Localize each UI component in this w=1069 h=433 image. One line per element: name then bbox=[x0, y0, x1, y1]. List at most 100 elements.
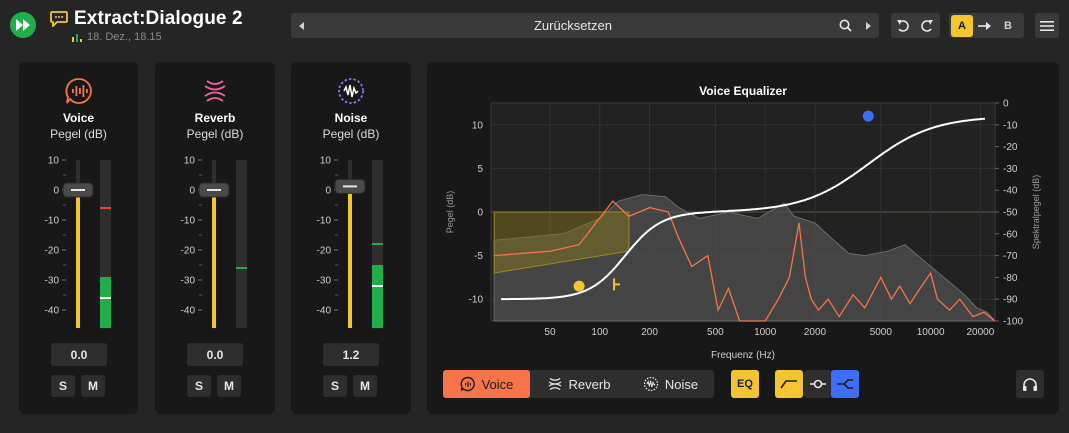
eq-y-right-tick: -60 bbox=[1003, 229, 1018, 240]
fader-fill bbox=[348, 186, 352, 328]
fader-fill bbox=[212, 190, 216, 328]
meter-scale-label: 0 bbox=[53, 186, 59, 197]
eq-y-right-tick: -100 bbox=[1003, 317, 1023, 328]
reverb-level-value[interactable]: 0.0 bbox=[187, 343, 243, 366]
next-preset-button[interactable] bbox=[857, 13, 879, 38]
triangle-right-icon bbox=[866, 21, 871, 30]
ab-b-button[interactable]: B bbox=[1004, 19, 1012, 32]
eq-y-left-tick: -5 bbox=[474, 251, 483, 262]
eq-x-tick: 500 bbox=[707, 327, 724, 338]
channel-unit: Pegel (dB) bbox=[322, 127, 380, 141]
redo-button[interactable] bbox=[915, 13, 939, 38]
reverb-solo-button[interactable]: S bbox=[187, 375, 211, 397]
tab-voice[interactable]: Voice bbox=[443, 370, 530, 398]
eq-title: Voice Equalizer bbox=[699, 84, 787, 98]
low-cut-filter-button[interactable] bbox=[775, 370, 803, 398]
voice-icon bbox=[64, 78, 92, 104]
meter-track bbox=[236, 160, 247, 328]
eq-y-right-tick: -80 bbox=[1003, 273, 1018, 284]
meter-scale-label: -10 bbox=[317, 216, 332, 227]
level-bars-icon bbox=[72, 33, 82, 42]
tab-reverb[interactable]: Reverb bbox=[530, 370, 627, 398]
eq-x-tick: 50 bbox=[544, 327, 556, 338]
meter-rms-marker bbox=[100, 297, 111, 299]
noise-level-value[interactable]: 1.2 bbox=[323, 343, 379, 366]
reverb-icon bbox=[204, 80, 226, 102]
eq-y-right-tick: -20 bbox=[1003, 142, 1018, 153]
copy-a-to-b-button[interactable] bbox=[973, 13, 997, 38]
play-button[interactable] bbox=[10, 12, 36, 38]
low-cut-icon bbox=[780, 380, 797, 389]
eq-x-tick: 5000 bbox=[870, 327, 893, 338]
eq-x-label: Frequenz (Hz) bbox=[711, 350, 775, 361]
eq-toggle-button[interactable]: EQ bbox=[731, 370, 759, 398]
eq-y-left-label: Pegel (dB) bbox=[445, 191, 455, 234]
ab-a-button[interactable]: A bbox=[951, 14, 973, 37]
tab-noise[interactable]: Noise bbox=[627, 370, 714, 398]
eq-y-right-tick: -70 bbox=[1003, 251, 1018, 262]
eq-low-cut-handle[interactable] bbox=[573, 280, 585, 292]
eq-x-tick: 200 bbox=[641, 327, 658, 338]
meter-scale-label: -30 bbox=[317, 276, 332, 287]
noise-icon bbox=[338, 78, 364, 104]
meter-scale-label: 10 bbox=[48, 156, 60, 167]
meter-scale-label: 10 bbox=[320, 156, 332, 167]
meter-track bbox=[100, 160, 111, 328]
undo-redo-group bbox=[891, 13, 940, 38]
eq-x-tick: 2000 bbox=[804, 327, 827, 338]
voice-equalizer-panel: Voice Equalizer 10 5 0 -5 -10 0 -10 -20 -30 -40 -5… bbox=[427, 62, 1059, 414]
eq-y-right-label: Spektralpegel (dB) bbox=[1031, 175, 1041, 250]
reverb-mute-button[interactable]: M bbox=[217, 375, 241, 397]
eq-y-left-tick: 0 bbox=[477, 208, 483, 219]
document-title-block: Extract:Dialogue 2 18. Dez., 18.15 bbox=[50, 8, 243, 43]
meter-level-fill bbox=[100, 277, 111, 328]
noise-mute-button[interactable]: M bbox=[353, 375, 377, 397]
eq-graph[interactable]: Voice Equalizer 1050-5-100-10-20-30-40-5… bbox=[427, 62, 1059, 362]
speech-bubble-icon bbox=[50, 11, 68, 27]
meter-scale-label: -10 bbox=[45, 216, 60, 227]
eq-y-left-tick: 10 bbox=[472, 120, 484, 131]
noise-solo-button[interactable]: S bbox=[323, 375, 347, 397]
eq-y-left-tick: -10 bbox=[469, 295, 484, 306]
reverb-icon bbox=[548, 377, 561, 391]
meter-scale-label: -20 bbox=[317, 246, 332, 257]
reverb-level-meter[interactable]: 10 0 -10 -20 -30 -40 bbox=[171, 152, 263, 332]
preset-name[interactable]: Zurücksetzen bbox=[533, 18, 613, 33]
tab-noise-label: Noise bbox=[664, 376, 699, 392]
meter-scale-label: -40 bbox=[317, 306, 332, 317]
noise-level-meter[interactable]: 10 0 -10 -20 -30 -40 bbox=[307, 152, 399, 332]
noise-icon bbox=[643, 376, 658, 392]
eq-x-tick: 1000 bbox=[754, 327, 777, 338]
channel-name: Reverb bbox=[194, 111, 236, 125]
meter-rms-marker bbox=[372, 285, 383, 287]
undo-button[interactable] bbox=[891, 13, 915, 38]
eq-high-shelf-handle[interactable] bbox=[862, 110, 874, 122]
high-shelf-filter-button[interactable] bbox=[831, 370, 859, 398]
document-title[interactable]: Extract:Dialogue 2 bbox=[74, 8, 243, 29]
meter-scale-label: 10 bbox=[184, 156, 196, 167]
bell-filter-button[interactable] bbox=[804, 370, 832, 398]
meter-scale-label: 0 bbox=[189, 186, 195, 197]
voice-mute-button[interactable]: M bbox=[81, 375, 105, 397]
channel-name: Voice bbox=[62, 111, 95, 125]
menu-group bbox=[1035, 13, 1059, 38]
meter-scale-label: -40 bbox=[45, 306, 60, 317]
voice-level-value[interactable]: 0.0 bbox=[51, 343, 107, 366]
headphones-button[interactable] bbox=[1016, 370, 1044, 398]
redo-icon bbox=[921, 19, 933, 32]
eq-axes: 1050-5-100-10-20-30-40-50-60-70-80-90-10… bbox=[469, 99, 1024, 339]
eq-mid-handle[interactable] bbox=[613, 278, 621, 291]
fader-fill bbox=[76, 190, 80, 328]
preset-search-button[interactable] bbox=[833, 13, 857, 38]
meter-scale-label: -40 bbox=[181, 306, 196, 317]
meter-peak-marker bbox=[236, 267, 247, 269]
previous-preset-button[interactable] bbox=[291, 13, 313, 38]
voice-solo-button[interactable]: S bbox=[51, 375, 75, 397]
eq-y-right-tick: 0 bbox=[1003, 99, 1009, 110]
menu-button[interactable] bbox=[1035, 13, 1059, 38]
meter-scale-label: -20 bbox=[181, 246, 196, 257]
headphones-icon bbox=[1023, 377, 1037, 391]
tab-reverb-label: Reverb bbox=[568, 376, 611, 392]
voice-level-meter[interactable]: 10 0 -10 -20 -30 -40 bbox=[35, 152, 127, 332]
preset-selector[interactable]: Zurücksetzen bbox=[291, 13, 879, 38]
